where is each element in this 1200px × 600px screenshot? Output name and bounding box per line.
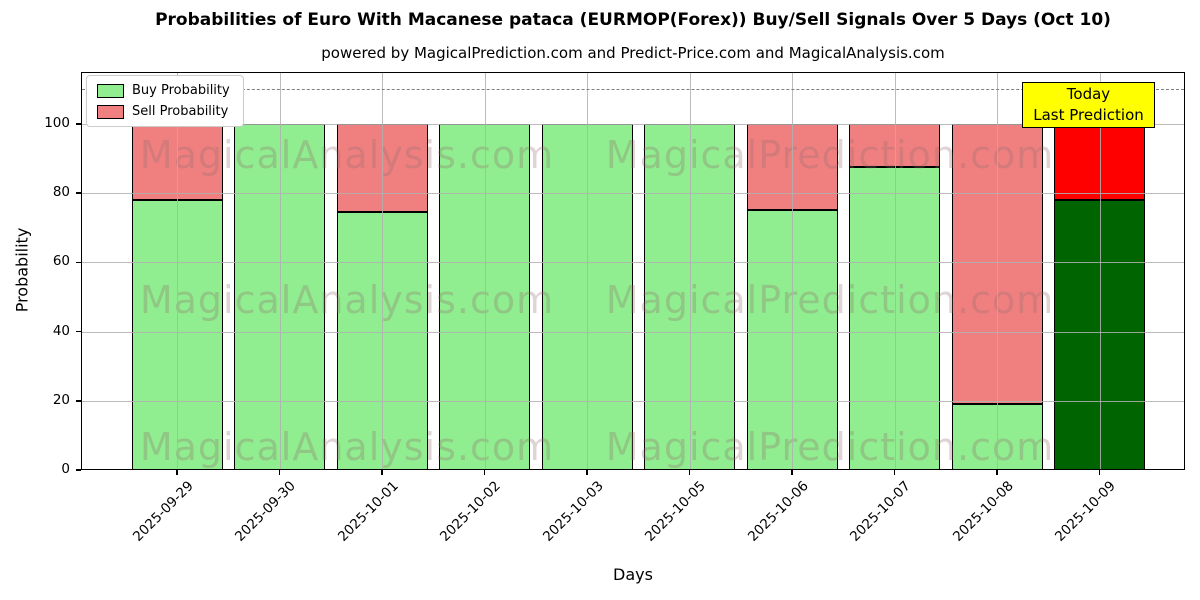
watermark-text: MagicalPrediction.com	[605, 425, 1055, 469]
x-tick-label: 2025-09-30	[232, 478, 299, 545]
x-tick-label: 2025-09-29	[129, 478, 197, 545]
x-tick-mark	[381, 470, 383, 475]
y-tick-mark	[76, 123, 81, 125]
x-tick-mark	[483, 470, 486, 475]
y-tick-label: 80	[52, 184, 70, 201]
legend-item-buy: Buy Probability	[97, 83, 233, 98]
x-tick-label: 2025-10-02	[437, 478, 504, 545]
h-gridline	[82, 193, 1184, 195]
legend-swatch-buy-icon	[97, 83, 124, 98]
x-axis-label: Days	[613, 565, 653, 584]
y-tick-label: 40	[52, 322, 70, 339]
x-tick-label: 2025-10-07	[847, 478, 914, 545]
x-tick-mark	[791, 470, 793, 475]
y-tick-mark	[76, 400, 81, 402]
x-tick-label: 2025-10-09	[1052, 478, 1119, 545]
v-gridline	[792, 73, 793, 469]
v-gridline	[997, 73, 998, 469]
v-gridline	[484, 73, 486, 469]
x-tick-label: 2025-10-06	[744, 478, 812, 545]
watermark-text: MagicalAnalysis.com	[139, 278, 555, 322]
y-tick-mark	[76, 469, 81, 471]
x-tick-label: 2025-10-01	[334, 478, 402, 545]
v-gridline	[894, 73, 896, 469]
chart-title: Probabilities of Euro With Macanese pata…	[155, 10, 1111, 30]
legend-item-sell: Sell Probability	[97, 104, 233, 119]
legend-label-buy: Buy Probability	[132, 83, 230, 98]
threshold-dashed-line	[82, 89, 1184, 91]
x-tick-mark	[278, 470, 281, 475]
h-gridline	[82, 123, 1184, 125]
v-gridline	[177, 73, 178, 469]
y-tick-label: 60	[52, 253, 70, 270]
h-gridline	[82, 331, 1184, 333]
chart-subtitle: powered by MagicalPrediction.com and Pre…	[321, 44, 945, 62]
watermark-text: MagicalAnalysis.com	[139, 133, 555, 177]
watermark-text: MagicalAnalysis.com	[139, 425, 555, 469]
y-tick-label: 100	[44, 114, 70, 131]
x-tick-label: 2025-10-03	[539, 478, 607, 545]
x-tick-label: 2025-10-05	[642, 478, 709, 545]
today-annotation-line2: Last Prediction	[1033, 106, 1144, 124]
x-tick-mark	[176, 470, 178, 475]
today-annotation-line1: Today	[1066, 85, 1111, 103]
x-tick-mark	[586, 470, 588, 475]
v-gridline	[689, 73, 691, 469]
watermark-text: MagicalPrediction.com	[605, 278, 1055, 322]
y-tick-mark	[76, 261, 81, 264]
h-gridline	[82, 262, 1184, 264]
y-tick-label: 0	[61, 461, 70, 477]
legend-label-sell: Sell Probability	[132, 104, 229, 119]
watermark-text: MagicalPrediction.com	[605, 133, 1055, 177]
x-tick-mark	[1098, 470, 1101, 475]
today-annotation: Today Last Prediction	[1022, 82, 1155, 128]
y-tick-label: 20	[52, 391, 70, 408]
x-tick-mark	[996, 470, 998, 475]
v-gridline	[279, 73, 281, 469]
x-tick-mark	[688, 470, 691, 475]
x-tick-label: 2025-10-08	[949, 478, 1017, 545]
h-gridline	[82, 400, 1184, 402]
v-gridline	[382, 73, 383, 469]
y-tick-mark	[76, 330, 81, 333]
v-gridline	[1099, 73, 1101, 469]
y-tick-mark	[76, 192, 81, 194]
x-tick-mark	[893, 470, 896, 475]
legend: Buy Probability Sell Probability	[86, 75, 244, 127]
legend-swatch-sell-icon	[97, 104, 124, 119]
y-axis-label: Probability	[12, 227, 32, 313]
v-gridline	[587, 73, 588, 469]
